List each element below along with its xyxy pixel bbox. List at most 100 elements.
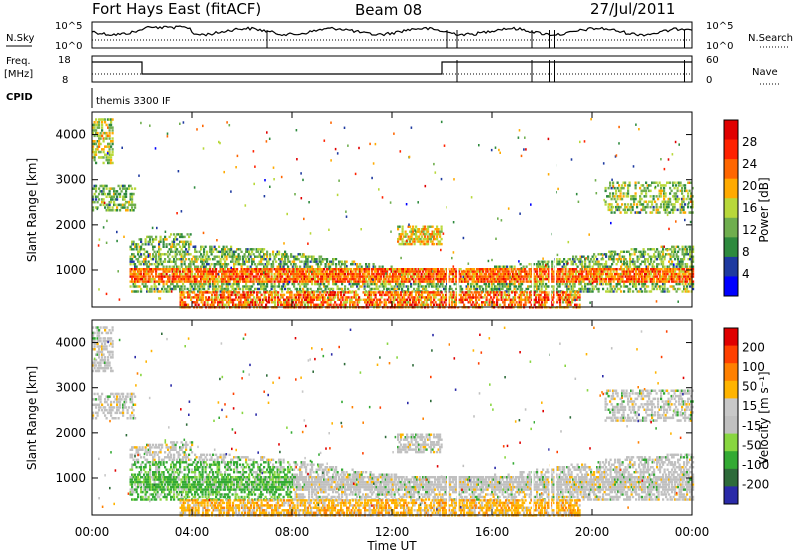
heatmap-cell bbox=[491, 301, 494, 304]
heatmap-cell bbox=[245, 250, 248, 253]
heatmap-cell bbox=[470, 296, 473, 299]
heatmap-cell bbox=[617, 258, 620, 261]
heatmap-cell bbox=[302, 287, 305, 291]
heatmap-cell bbox=[425, 277, 428, 281]
heatmap-cell bbox=[395, 280, 398, 283]
heatmap-cell bbox=[260, 255, 263, 258]
heatmap-cell bbox=[102, 200, 105, 204]
heatmap-cell bbox=[463, 298, 466, 301]
heatmap-cell bbox=[681, 290, 684, 293]
heatmap-cell bbox=[234, 275, 237, 278]
heatmap-cell bbox=[245, 303, 248, 306]
heatmap-cell bbox=[450, 277, 453, 281]
heatmap-cell bbox=[155, 268, 158, 271]
heatmap-cell bbox=[224, 250, 227, 253]
heatmap-cell bbox=[291, 260, 294, 263]
heatmap-cell bbox=[197, 285, 200, 288]
heatmap-cell bbox=[194, 272, 197, 276]
heatmap-cell bbox=[478, 303, 481, 306]
heatmap-cell bbox=[153, 255, 156, 258]
heatmap-cell bbox=[257, 298, 260, 301]
heatmap-cell bbox=[228, 250, 231, 253]
heatmap-cell bbox=[131, 203, 134, 207]
heatmap-cell bbox=[180, 275, 183, 278]
heatmap-cell bbox=[275, 268, 278, 271]
heatmap-cell bbox=[668, 280, 671, 283]
heatmap-cell bbox=[401, 296, 404, 299]
heatmap-cell bbox=[641, 255, 644, 258]
heatmap-cell bbox=[236, 270, 239, 273]
heatmap-cell bbox=[665, 270, 668, 273]
heatmap-cell bbox=[293, 263, 296, 266]
heatmap-cell bbox=[615, 277, 618, 281]
heatmap-cell bbox=[368, 298, 371, 301]
heatmap-cell bbox=[369, 282, 372, 286]
heatmap-cell bbox=[180, 240, 183, 243]
heatmap-cell bbox=[602, 265, 605, 268]
heatmap-cell bbox=[311, 282, 314, 286]
heatmap-cell bbox=[233, 277, 236, 281]
heatmap-cell bbox=[585, 290, 588, 293]
heatmap-cell bbox=[228, 268, 231, 271]
heatmap-cell bbox=[439, 303, 442, 306]
heatmap-cell bbox=[131, 195, 134, 198]
heatmap-cell bbox=[280, 301, 283, 304]
heatmap-cell bbox=[485, 287, 488, 291]
heatmap-cell bbox=[573, 277, 576, 281]
heatmap-cell bbox=[543, 277, 546, 281]
heatmap-cell bbox=[633, 263, 636, 266]
heatmap-cell bbox=[396, 287, 399, 291]
heatmap-cell bbox=[644, 253, 647, 256]
heatmap-cell bbox=[425, 285, 428, 288]
heatmap-cell bbox=[319, 291, 322, 294]
heatmap-cell bbox=[296, 270, 299, 273]
heatmap-cell bbox=[195, 268, 198, 271]
heatmap-cell bbox=[246, 270, 249, 273]
heatmap-cell bbox=[140, 240, 143, 243]
heatmap-cell bbox=[548, 270, 551, 273]
heatmap-cell bbox=[117, 184, 120, 188]
heatmap-cell bbox=[209, 280, 212, 283]
heatmap-cell bbox=[105, 158, 108, 162]
heatmap-cell bbox=[567, 277, 570, 281]
heatmap-cell bbox=[506, 275, 509, 278]
heatmap-cell bbox=[346, 298, 349, 301]
heatmap-cell bbox=[263, 282, 266, 286]
heatmap-cell bbox=[609, 265, 612, 268]
heatmap-cell bbox=[273, 275, 276, 278]
heatmap-cell bbox=[227, 277, 230, 281]
heatmap-cell bbox=[250, 301, 253, 304]
heatmap-cell bbox=[326, 270, 329, 273]
heatmap-cell bbox=[609, 275, 612, 278]
heatmap-cell bbox=[267, 268, 270, 271]
heatmap-cell bbox=[633, 280, 636, 283]
heatmap-cell bbox=[692, 272, 695, 276]
heatmap-cell bbox=[316, 303, 319, 306]
heatmap-cell bbox=[360, 270, 363, 273]
heatmap-cell bbox=[324, 265, 327, 268]
heatmap-cell bbox=[263, 285, 266, 288]
heatmap-cell bbox=[159, 263, 162, 266]
heatmap-cell bbox=[470, 285, 473, 288]
heatmap-cell bbox=[285, 275, 288, 278]
heatmap-cell bbox=[140, 253, 143, 256]
heatmap-cell bbox=[404, 270, 407, 273]
heatmap-cell bbox=[576, 275, 579, 278]
heatmap-cell bbox=[230, 301, 233, 304]
heatmap-cell bbox=[224, 303, 227, 306]
heatmap-cell bbox=[621, 277, 624, 281]
heatmap-cell bbox=[217, 296, 220, 299]
heatmap-cell bbox=[609, 277, 612, 281]
heatmap-cell bbox=[684, 245, 687, 248]
heatmap-cell bbox=[416, 287, 419, 291]
heatmap-cell bbox=[131, 290, 134, 293]
heatmap-cell bbox=[404, 277, 407, 281]
heatmap-cell bbox=[296, 272, 299, 276]
heatmap-cell bbox=[230, 272, 233, 276]
heatmap-cell bbox=[606, 270, 609, 273]
heatmap-cell bbox=[458, 293, 461, 297]
heatmap-cell bbox=[301, 298, 304, 301]
heatmap-cell bbox=[321, 270, 324, 273]
heatmap-cell bbox=[474, 280, 477, 283]
heatmap-cell bbox=[459, 268, 462, 271]
